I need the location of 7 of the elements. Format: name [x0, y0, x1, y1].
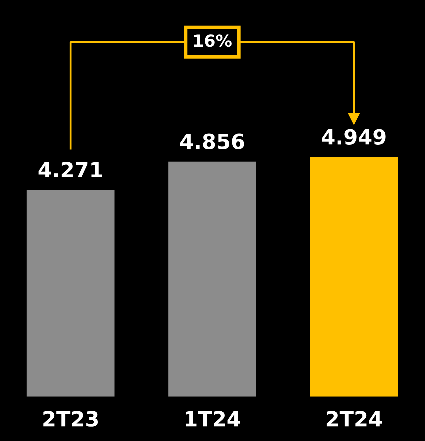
text: 16% [194, 34, 232, 48]
data-label: 4.856 [180, 134, 244, 150]
data-label: 4.271 [38, 162, 102, 178]
x-tick-label: 2T24 [326, 411, 382, 427]
x-tick-label: 2T23 [44, 411, 98, 427]
x-tick-label: 1T24 [186, 411, 240, 427]
data-label: 4.949 [322, 129, 386, 145]
